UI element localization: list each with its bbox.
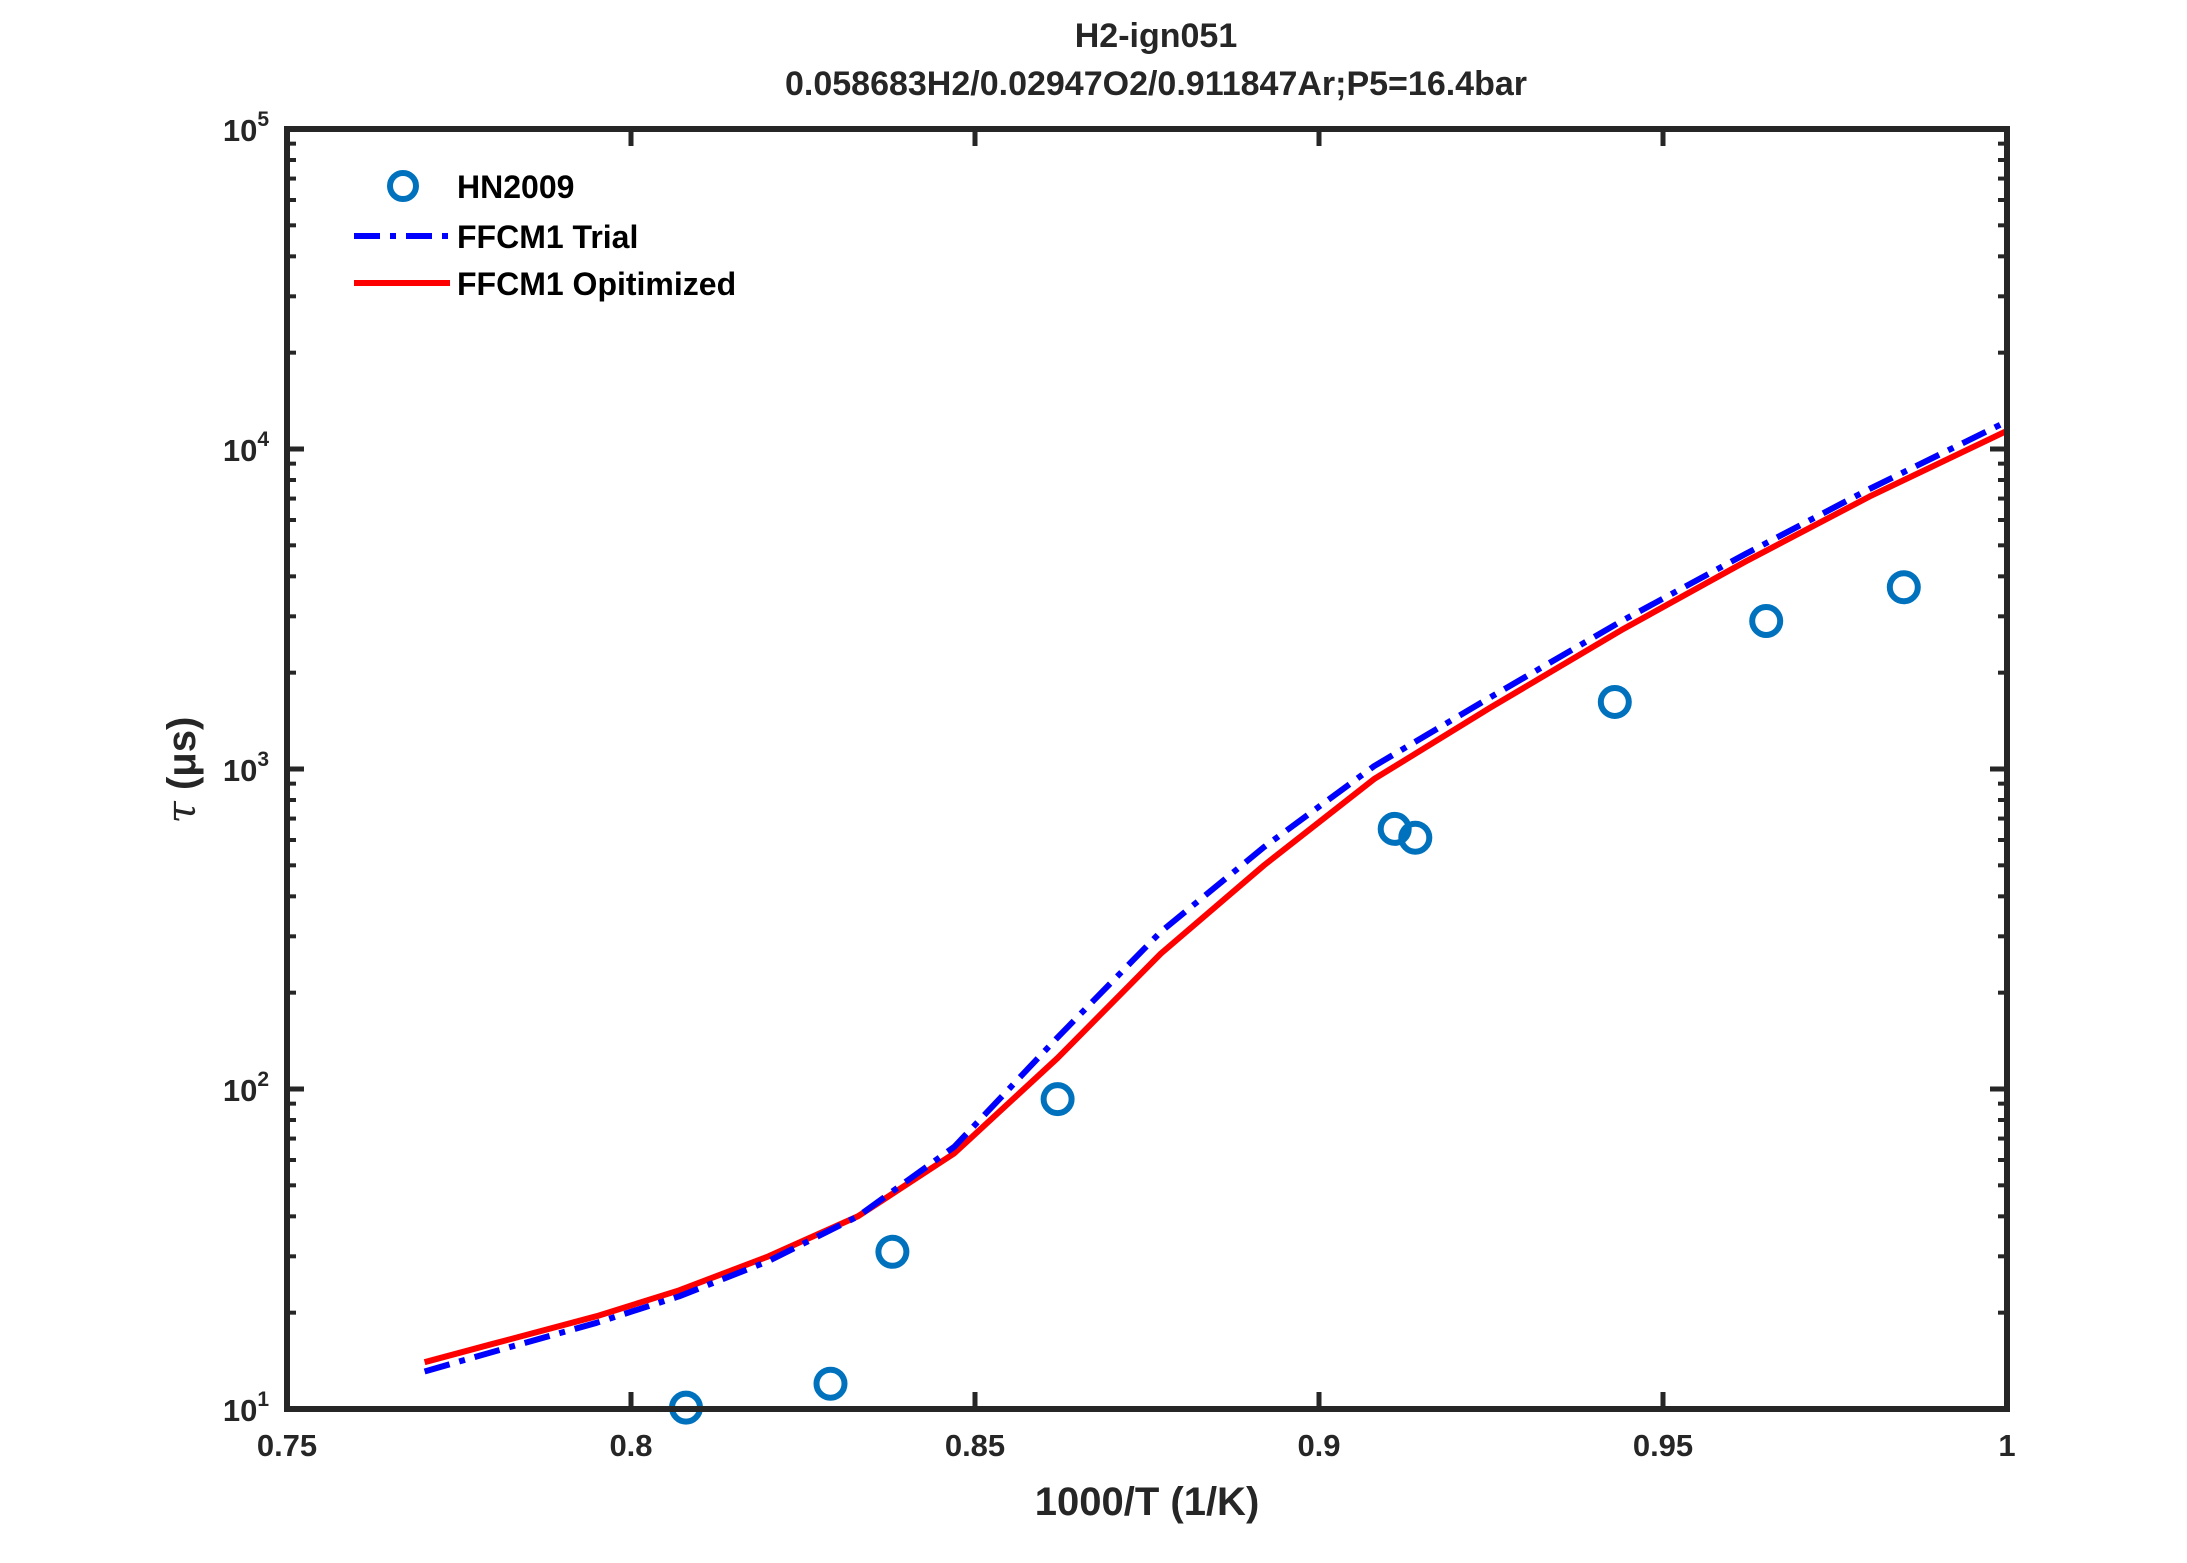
legend-label-ffcm1-optimized: FFCM1 Opitimized [457,266,736,302]
y-axis-label-unit: (μs) [160,717,204,790]
plot-area-frame [284,126,2010,1412]
x-axis-label: 1000/T (1/K) [1035,1480,1260,1524]
series-line-ffcm1-trial [423,418,2009,1375]
data-point-hn2009 [1040,1082,1075,1117]
y-axis-label-symbol: τ [159,800,205,823]
x-tick-label: 1 [1998,1428,2015,1463]
data-point-hn2009 [1886,570,1921,605]
x-tick-label: 0.75 [257,1428,317,1463]
series-line-ffcm1-optimized [423,428,2009,1366]
y-axis-label: τ (μs) [159,717,205,824]
data-point-hn2009 [875,1234,910,1269]
x-tick-label: 0.9 [1297,1428,1340,1463]
plot-marks [423,418,2009,1425]
data-point-hn2009 [1398,820,1433,855]
y-tick-label: 101 [223,1388,269,1428]
y-tick-label: 103 [223,748,269,788]
legend-marker-hn2009 [387,170,419,202]
x-tick-label: 0.8 [609,1428,652,1463]
legend: HN2009 FFCM1 Trial FFCM1 Opitimized [354,169,736,302]
data-point-hn2009 [1597,685,1632,719]
data-point-hn2009 [813,1366,848,1401]
y-tick-label: 102 [223,1068,269,1108]
chart-title: H2-ign051 [1075,17,1238,55]
y-tick-label: 104 [223,428,269,468]
legend-label-ffcm1-trial: FFCM1 Trial [457,219,638,255]
x-tick-label: 0.85 [945,1428,1005,1463]
x-tick-label: 0.95 [1633,1428,1693,1463]
data-point-hn2009 [1377,811,1412,846]
chart-subtitle: 0.058683H2/0.02947O2/0.911847Ar;P5=16.4b… [785,65,1527,103]
legend-label-hn2009: HN2009 [457,169,574,205]
data-point-hn2009 [1749,604,1784,638]
y-tick-label: 105 [223,108,269,148]
